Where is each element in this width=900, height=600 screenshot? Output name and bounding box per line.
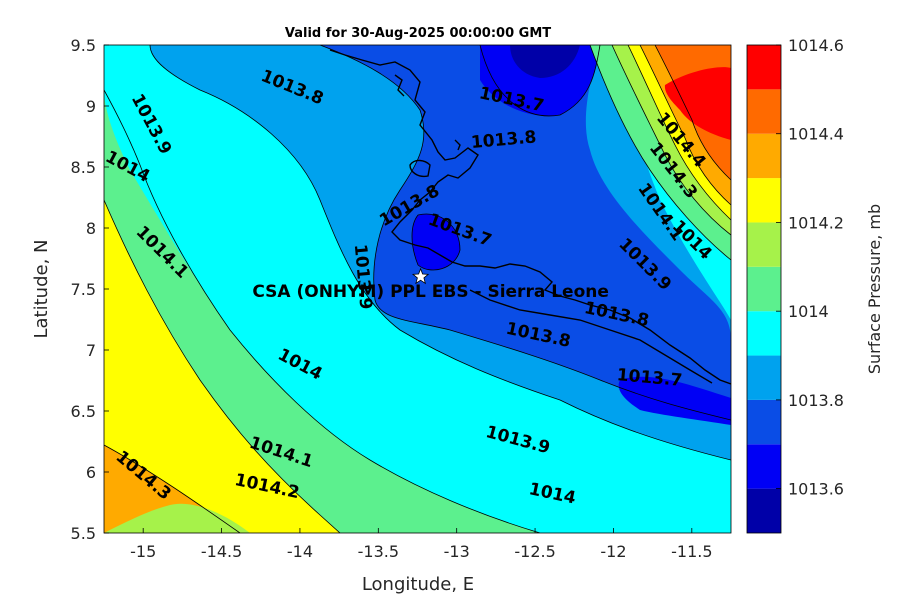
y-tick-label: 5.5 — [71, 524, 96, 543]
band-1013.6-center — [412, 214, 460, 270]
colorbar-segment — [747, 399, 781, 445]
x-tick-label: -14.5 — [201, 542, 242, 561]
coastline — [329, 49, 731, 385]
x-tick-label: -13.5 — [358, 542, 399, 561]
x-axis-label: Longitude, E — [362, 574, 474, 595]
colorbar-ticks: 1013.6 1013.8 1014 1014.2 1014.4 1014.6 — [776, 36, 844, 499]
y-tick-label: 9 — [86, 97, 96, 116]
band-1013.7 — [320, 45, 731, 420]
y-tick-label: 7.5 — [71, 280, 96, 299]
colorbar-segment — [747, 222, 781, 267]
colorbar-label: Surface Pressure, mb — [865, 204, 884, 374]
colorbar-segment — [747, 133, 781, 179]
band-1014.5-east — [664, 67, 731, 140]
y-tick-label: 9.5 — [71, 36, 96, 55]
y-axis-label: Latitude, N — [31, 240, 52, 339]
x-tick-label: -12.5 — [514, 542, 555, 561]
y-axis-ticks: 5.5 6 6.5 7 7.5 8 8.5 9 9.5 — [71, 36, 109, 543]
colorbar-segment — [747, 266, 781, 312]
x-tick-label: -12 — [600, 542, 626, 561]
colorbar-tick-label: 1013.6 — [788, 480, 844, 499]
y-tick-label: 6 — [86, 463, 96, 482]
colorbar-segment — [747, 355, 781, 400]
y-tick-label: 6.5 — [71, 402, 96, 421]
colorbar-segment — [747, 89, 781, 134]
colorbar-segment — [747, 45, 781, 90]
band-1014.1-south — [104, 503, 250, 533]
colorbar-segment — [747, 488, 781, 533]
colorbar-frame — [746, 44, 782, 534]
station-marker — [411, 267, 430, 285]
y-tick-label: 8 — [86, 219, 96, 238]
colorbar-tick-label: 1014.6 — [788, 36, 844, 55]
chart-title: Valid for 30-Aug-2025 00:00:00 GMT — [285, 26, 551, 41]
colorbar-tick-label: 1014 — [788, 302, 829, 321]
colorbar-tick-label: 1014.2 — [788, 213, 844, 232]
station-label: CSA (ONHYM) PPL EBS - Sierra Leone — [252, 282, 609, 302]
colorbar-segment — [747, 311, 781, 356]
colorbar-segment — [747, 178, 781, 223]
x-tick-label: -11.5 — [671, 542, 712, 561]
band-1014.2 — [104, 200, 340, 533]
colorbar-tick-label: 1014.4 — [788, 125, 844, 144]
x-tick-label: -13 — [444, 542, 470, 561]
colorbar-segment — [747, 444, 781, 489]
y-tick-label: 8.5 — [71, 158, 96, 177]
y-tick-label: 7 — [86, 341, 96, 360]
x-tick-label: -15 — [130, 542, 156, 561]
x-tick-label: -14 — [287, 542, 313, 561]
band-1013.5-north — [510, 45, 580, 78]
contour-lines — [104, 45, 731, 533]
colorbar-tick-label: 1013.8 — [788, 391, 844, 410]
colorbar — [746, 44, 782, 534]
x-axis-ticks: -15 -14.5 -14 -13.5 -13 -12.5 -12 -11.5 — [130, 528, 713, 561]
station-star-icon — [411, 267, 430, 285]
